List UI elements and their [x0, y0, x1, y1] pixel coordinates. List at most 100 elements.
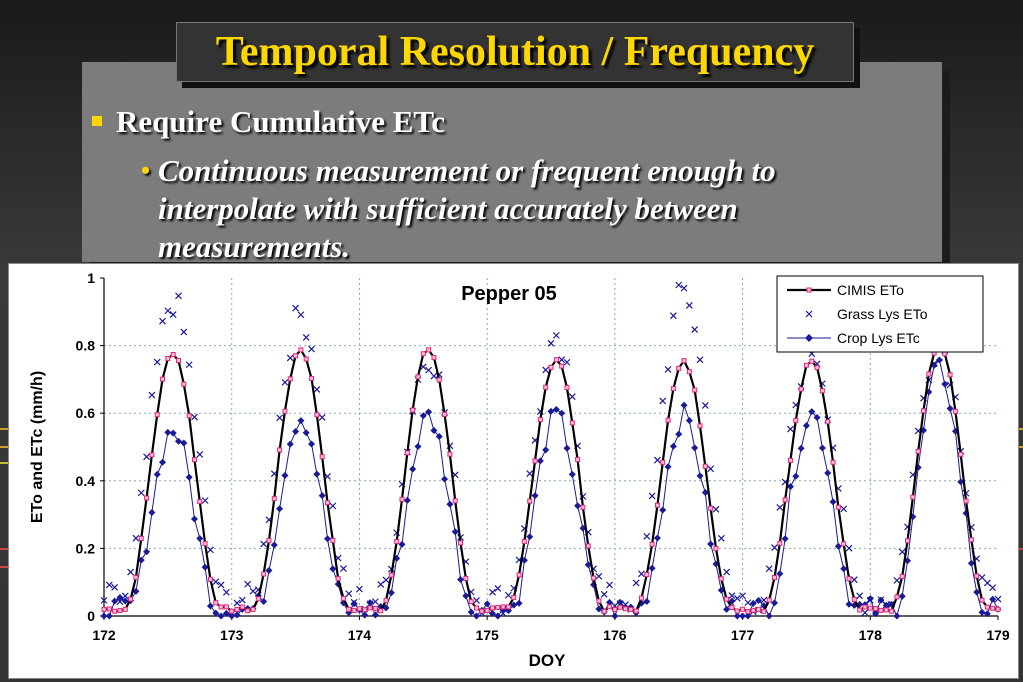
crop-lys-etc-point [153, 470, 161, 478]
cimis-eto-point [692, 387, 698, 393]
crop-lys-etc-point [765, 612, 773, 620]
cimis-eto-point [740, 606, 746, 612]
cimis-eto-point [474, 605, 479, 611]
crop-lys-etc-point [302, 429, 310, 437]
cimis-eto-point [878, 607, 884, 613]
crop-lys-etc-point [946, 404, 954, 412]
grass-lys-eto-point [552, 331, 560, 339]
grass-lys-eto-point [121, 592, 129, 600]
grass-lys-eto-point [308, 345, 315, 353]
crop-lys-etc-point [520, 556, 528, 564]
pepper-chart: 0 0.2 0.4 0.6 0.8 1 172 173 174 175 176 177 178 179 DO… [29, 270, 1010, 670]
grass-lys-eto-point [542, 366, 550, 374]
cimis-eto-point [537, 417, 543, 423]
crop-lys-etc-point [840, 565, 848, 573]
cimis-eto-point [846, 576, 852, 582]
crop-lys-etc-point [643, 597, 651, 605]
cimis-eto-point [356, 606, 362, 612]
crop-lys-etc-point [100, 612, 108, 620]
cimis-eto-point [388, 572, 394, 578]
cimis-eto-point [905, 538, 911, 544]
grass-lys-eto-point [845, 544, 853, 552]
grass-lys-eto-point [132, 534, 140, 542]
crop-lys-etc-point [792, 472, 800, 480]
grass-lys-eto-point [877, 596, 885, 604]
grass-lys-eto-point [675, 281, 683, 289]
crop-lys-etc-point [425, 408, 433, 416]
grass-lys-eto-point [127, 568, 135, 576]
crop-lys-etc-point [973, 588, 981, 596]
crop-lys-etc-point [260, 598, 268, 606]
cimis-eto-point [676, 365, 682, 371]
cimis-eto-point [165, 356, 171, 362]
cimis-eto-point [367, 605, 373, 611]
cimis-eto-point [101, 606, 107, 612]
cimis-eto-point [154, 412, 160, 418]
grass-lys-eto-point [643, 532, 651, 540]
y-axis-label: ETo and ETc (mm/h) [29, 371, 46, 523]
crop-lys-etc-point [558, 409, 566, 417]
crop-lys-etc-point [723, 605, 731, 613]
cimis-eto-point [670, 386, 676, 392]
cimis-eto-point [410, 407, 416, 413]
cimis-eto-point [144, 495, 150, 501]
cimis-eto-point [883, 607, 889, 613]
y-tick-label: 0.6 [76, 405, 96, 421]
grass-lys-eto-point [654, 456, 661, 464]
cimis-eto-point [340, 595, 346, 601]
crop-lys-etc-point [797, 444, 805, 452]
crop-lys-etc-point [744, 612, 752, 620]
grass-lys-eto-point [371, 598, 379, 606]
cimis-eto-point [559, 363, 565, 369]
cimis-eto-point [899, 574, 905, 580]
grass-lys-eto-point [638, 570, 645, 578]
grass-lys-eto-point [489, 588, 496, 596]
cimis-eto-point [271, 496, 277, 502]
crop-lys-etc-point [111, 597, 119, 605]
cimis-eto-point [415, 374, 421, 380]
x-tick-label: 179 [986, 627, 1010, 643]
grass-lys-eto-point [771, 544, 778, 551]
cimis-eto-point [958, 451, 964, 457]
grass-lys-eto-point [137, 489, 145, 497]
cimis-eto-point [261, 571, 267, 577]
grass-lys-eto-point [707, 465, 715, 473]
cimis-eto-point [617, 604, 623, 610]
crop-lys-etc-point [286, 440, 294, 448]
cimis-eto-point [825, 419, 831, 425]
grass-lys-eto-point [606, 581, 613, 589]
cimis-eto-point [548, 364, 554, 370]
cimis-eto-point [862, 604, 868, 610]
grass-lys-eto-point [286, 354, 294, 362]
crop-lys-etc-point [190, 515, 198, 523]
cimis-eto-point [309, 375, 315, 381]
x-tick-label: 173 [220, 627, 244, 643]
cimis-eto-point [505, 604, 511, 610]
crop-lys-etc-point [350, 600, 358, 608]
crop-lys-etc-point [776, 570, 784, 578]
cimis-eto-point [633, 608, 639, 614]
grass-lys-eto-point [685, 301, 693, 309]
grass-lys-eto-point [717, 534, 725, 542]
y-tick-label: 0 [87, 608, 95, 624]
cimis-eto-point [181, 381, 187, 387]
grass-lys-eto-point [760, 596, 768, 604]
cimis-eto-point [213, 600, 219, 606]
cimis-eto-point [138, 535, 144, 541]
grass-lys-eto-point [866, 596, 874, 604]
grass-lys-eto-point [297, 311, 305, 319]
grass-lys-eto-point [164, 307, 172, 315]
legend-label: Grass Lys ETo [837, 306, 928, 322]
crop-lys-etc-point [680, 401, 688, 409]
grass-lys-eto-point [989, 584, 997, 592]
crop-lys-etc-point [105, 612, 113, 620]
crop-lys-etc-point [515, 599, 523, 607]
cimis-eto-point [979, 597, 985, 603]
crop-lys-etc-point [685, 416, 693, 424]
crop-lys-etc-point [329, 565, 337, 573]
y-tick-label: 0.8 [76, 338, 96, 354]
cimis-eto-point [447, 451, 453, 457]
grass-lys-eto-point [473, 596, 480, 604]
cimis-eto-point [575, 457, 581, 463]
crop-lys-etc-point [180, 439, 188, 447]
